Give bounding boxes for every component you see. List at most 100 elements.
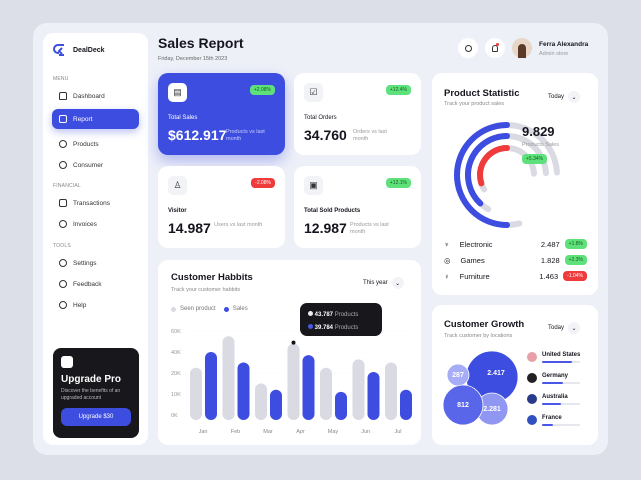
product-value: 1.463: [539, 271, 559, 281]
feedback-icon: [59, 280, 67, 288]
y-tick-label: 0K: [171, 413, 178, 419]
product-row-electronic: ♆ Electronic 2.487 +1.8%: [444, 238, 587, 250]
country-progress: [542, 382, 580, 384]
stat-badge: +12.4%: [385, 85, 411, 95]
sidebar-item-label: Settings: [73, 259, 97, 267]
flag-icon: [527, 352, 537, 362]
country-progress: [542, 361, 580, 363]
card-title: Customer Growth: [444, 319, 525, 330]
sidebar: DealDeck MENU Dashboard Report Products …: [43, 33, 148, 445]
chevron-down-icon: ⌄: [391, 277, 404, 289]
bar-seen-product-jan: [190, 367, 202, 420]
period-dropdown[interactable]: This year ⌄: [363, 277, 404, 289]
section-tools: TOOLS: [53, 243, 71, 249]
upgrade-button[interactable]: Upgrade $30: [61, 408, 131, 426]
tooltip-seen-value: 43.787: [314, 312, 334, 318]
stat-card-visitor[interactable]: ♙ -2.08% Visitor 14.987 Users vs last mo…: [158, 166, 285, 248]
sidebar-item-products[interactable]: Products: [52, 134, 139, 154]
sidebar-item-consumer[interactable]: Consumer: [52, 155, 139, 175]
country-progress: [542, 403, 580, 405]
upgrade-card: Upgrade Pro Discover the benefits of an …: [53, 348, 139, 438]
bar-chart: 0K 10K 20K 40K 60K Jan Feb Mar Apr May Jun Jul: [171, 329, 412, 435]
product-badge: -1.04%: [563, 271, 587, 281]
country-france: France: [527, 415, 580, 426]
logo-icon: [53, 44, 64, 56]
tooltip-sales-value: 39.784: [314, 325, 334, 331]
stat-card-total-orders[interactable]: ☑ +12.4% Total Orders 34.760 Orders vs l…: [294, 73, 421, 155]
sidebar-item-feedback[interactable]: Feedback: [52, 274, 139, 294]
stat-sub: Users vs last month: [214, 222, 263, 228]
y-tick-label: 60K: [171, 329, 181, 335]
x-tick-label: Jul: [394, 429, 401, 435]
x-tick-label: Apr: [296, 429, 305, 435]
bar-sales-apr: [302, 355, 315, 420]
bar-sales-jan: [205, 352, 217, 420]
country-name: United States: [542, 352, 581, 358]
sidebar-item-label: Products: [73, 140, 99, 148]
bar-seen-product-jul: [385, 362, 397, 420]
period-label: Today: [548, 325, 565, 331]
sidebar-item-label: Dashboard: [73, 92, 105, 100]
package-icon: ▣: [304, 176, 323, 195]
sidebar-item-transactions[interactable]: Transactions: [52, 193, 139, 213]
period-dropdown[interactable]: Today ⌄: [548, 322, 581, 334]
card-subtitle: Track your product sales: [444, 101, 505, 107]
product-value: 1.828: [540, 255, 560, 265]
section-financial: FINANCIAL: [53, 183, 81, 189]
card-subtitle: Track customer by locations: [444, 333, 513, 339]
stat-sub: Products vs last month: [350, 222, 389, 235]
y-tick-label: 20K: [171, 371, 181, 377]
sidebar-item-dashboard[interactable]: Dashboard: [52, 86, 139, 106]
sidebar-item-invoices[interactable]: Invoices: [52, 214, 139, 234]
user-icon: ♙: [168, 176, 187, 195]
sidebar-item-help[interactable]: Help: [52, 295, 139, 315]
x-tick-label: Feb: [231, 429, 240, 435]
bar-seen-product-apr: [287, 343, 300, 420]
country-name: France: [542, 415, 562, 421]
sidebar-item-report[interactable]: Report: [52, 109, 139, 129]
stat-label: Total Sales: [168, 115, 198, 121]
country-germany: Germany: [527, 373, 580, 384]
avatar[interactable]: [512, 38, 532, 58]
electronic-icon: ♆: [444, 239, 450, 249]
total-badge: +5.34%: [522, 154, 548, 164]
product-badge: +1.8%: [564, 239, 587, 249]
tooltip-unit: Products: [334, 312, 359, 318]
report-icon: [59, 115, 67, 123]
legend-sales: Sales: [232, 306, 248, 312]
stat-card-total-sold-products[interactable]: ▣ +12.1% Total Sold Products 12.987 Prod…: [294, 166, 421, 248]
search-button[interactable]: [458, 38, 478, 58]
bubble: [442, 384, 484, 426]
arc-electronic: [454, 122, 510, 228]
period-dropdown[interactable]: Today ⌄: [548, 91, 581, 103]
sidebar-item-label: Report: [73, 115, 93, 123]
y-tick-label: 40K: [171, 350, 181, 356]
period-label: Today: [548, 94, 565, 100]
search-icon: [464, 44, 472, 52]
upgrade-desc: Discover the benefits of an upgraded acc…: [61, 388, 121, 401]
notification-dot: [496, 43, 499, 46]
bar-sales-jul: [400, 389, 412, 420]
country-name: Australia: [542, 394, 568, 400]
product-badge: +2.3%: [564, 255, 587, 265]
stat-card-total-sales[interactable]: ▤ +2.08% Total Sales $612.917 Products v…: [158, 73, 285, 155]
bar-sales-mar: [270, 389, 282, 420]
bubble-label: 2.281: [483, 406, 501, 413]
card-title: Product Statistic: [444, 88, 520, 99]
sidebar-item-settings[interactable]: Settings: [52, 253, 139, 273]
stat-badge: -2.08%: [251, 178, 275, 188]
country-united-states: United States: [527, 352, 580, 363]
app-name: DealDeck: [73, 46, 105, 54]
bubble-label: 812: [457, 402, 469, 409]
x-tick-label: Jan: [199, 429, 208, 435]
stat-sub: Orders vs last month: [353, 129, 387, 142]
notifications-button[interactable]: [485, 38, 505, 58]
bar-seen-product-jun: [352, 359, 365, 420]
chart-legend: Seen product Sales: [171, 306, 248, 312]
stat-label: Total Sold Products: [304, 208, 361, 214]
stat-sub: Products vs last month: [226, 129, 265, 142]
x-tick-label: May: [328, 429, 339, 435]
bubble-label: 2.417: [487, 370, 505, 377]
product-row-furniture: ♀ Furniture 1.463 -1.04%: [444, 270, 587, 282]
country-australia: Australia: [527, 394, 580, 405]
